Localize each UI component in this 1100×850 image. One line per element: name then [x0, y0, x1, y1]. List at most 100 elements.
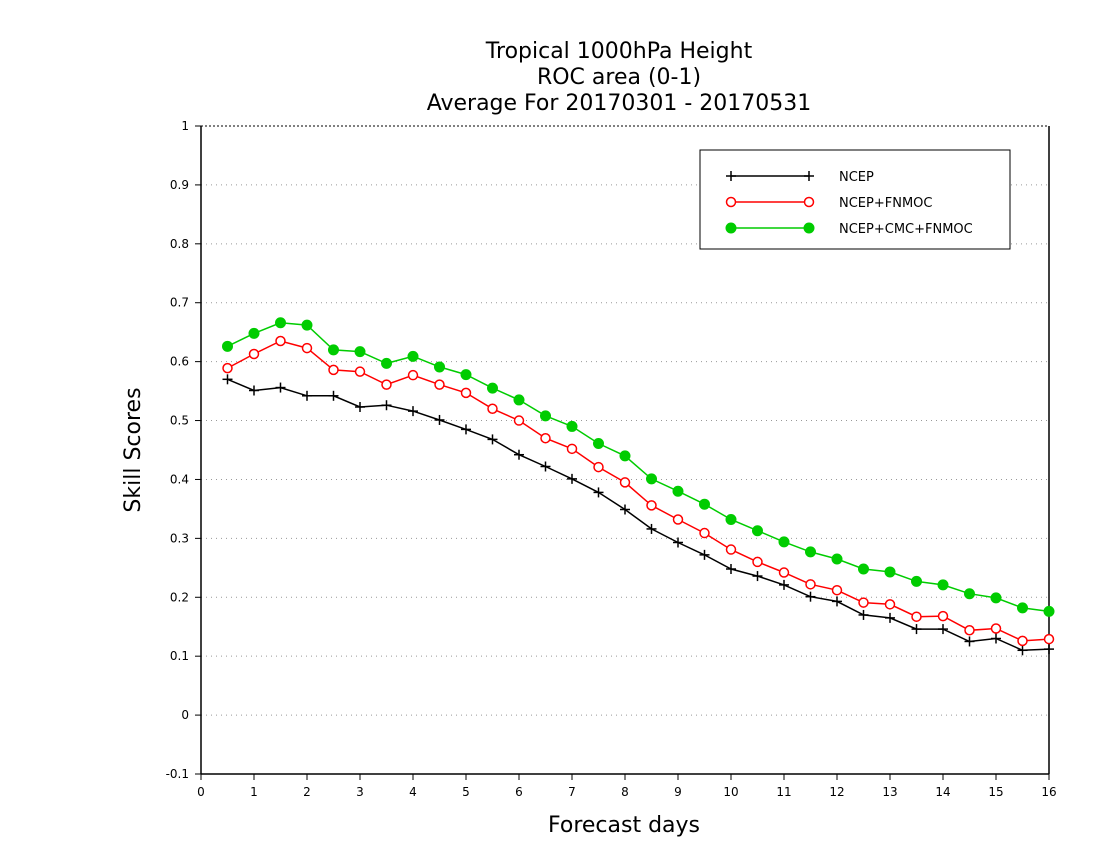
legend-entry-ncep: NCEP — [726, 170, 874, 185]
x-tick-label-14: 14 — [935, 785, 950, 799]
data-point-ncep-cmc-fnmoc-12 — [540, 410, 551, 422]
data-point-ncep-fnmoc-9 — [460, 387, 472, 399]
data-point-ncep-15 — [620, 504, 630, 515]
data-point-ncep-18 — [699, 549, 710, 560]
data-point-ncep-cmc-fnmoc-30 — [1017, 602, 1028, 614]
data-point-ncep-cmc-fnmoc-21 — [778, 536, 790, 548]
data-point-ncep-fnmoc-11 — [513, 415, 525, 426]
series-ncep-fnmoc — [222, 335, 1055, 647]
legend-entry-ncep-cmc-fnmoc: NCEP+CMC+FNMOC — [725, 222, 973, 237]
data-point-ncep-20 — [752, 571, 763, 582]
x-tick-label-13: 13 — [882, 785, 897, 799]
y-tick-label-7: 0.6 — [170, 355, 189, 369]
data-point-ncep-cmc-fnmoc-14 — [593, 438, 604, 450]
title-line-2: ROC area (0-1) — [537, 65, 701, 90]
data-point-ncep-cmc-fnmoc-24 — [858, 563, 869, 575]
data-point-ncep-fnmoc-5 — [354, 366, 366, 377]
legend-marker-end — [803, 196, 815, 208]
data-point-ncep-11 — [514, 449, 524, 460]
data-point-ncep-cmc-fnmoc-5 — [354, 346, 366, 358]
series-line-ncep — [227, 378, 1050, 652]
data-point-ncep-fnmoc-15 — [619, 477, 631, 488]
data-point-ncep-cmc-fnmoc-13 — [566, 420, 578, 432]
y-tick-label-0: -0.1 — [166, 767, 189, 781]
legend-box — [699, 149, 1011, 250]
data-point-ncep-3 — [302, 390, 312, 401]
y-tick-label-6: 0.5 — [170, 414, 189, 428]
data-point-ncep-fnmoc-0 — [222, 362, 233, 374]
data-point-ncep-cmc-fnmoc-26 — [911, 575, 922, 587]
data-point-ncep-cmc-fnmoc-20 — [752, 525, 763, 537]
data-point-ncep-10 — [487, 434, 498, 445]
data-point-ncep-17 — [673, 537, 683, 548]
y-tick-label-4: 0.3 — [170, 531, 189, 545]
data-point-ncep-5 — [355, 401, 365, 412]
data-point-ncep-23 — [832, 596, 842, 607]
data-point-ncep-cmc-fnmoc-28 — [964, 588, 975, 600]
data-point-ncep-fnmoc-22 — [805, 579, 816, 590]
x-tick-label-4: 4 — [409, 785, 417, 799]
legend-entry-ncep-fnmoc: NCEP+FNMOC — [725, 196, 932, 211]
data-point-ncep-fnmoc-3 — [301, 342, 313, 354]
title-line-3: Average For 20170301 - 20170531 — [427, 91, 812, 116]
x-axis-label: Forecast days — [548, 813, 700, 838]
grid-lines — [201, 184, 1049, 716]
series-ncep — [222, 374, 1054, 656]
data-point-ncep-fnmoc-12 — [540, 432, 551, 444]
legend-marker-start — [725, 196, 737, 208]
data-point-ncep-19 — [726, 563, 736, 574]
x-tick-label-7: 7 — [568, 785, 576, 799]
data-point-ncep-21 — [779, 579, 789, 590]
y-tick-label-3: 0.2 — [170, 590, 189, 604]
data-point-ncep-25 — [885, 612, 895, 623]
axes — [195, 125, 1050, 780]
legend-marker-start — [726, 171, 736, 181]
data-point-ncep-28 — [964, 636, 975, 647]
series-ncep-cmc-fnmoc — [222, 317, 1055, 617]
data-point-ncep-cmc-fnmoc-10 — [487, 382, 498, 394]
legend-marker-end — [804, 171, 814, 181]
data-point-ncep-fnmoc-25 — [884, 599, 896, 610]
data-point-ncep-cmc-fnmoc-9 — [460, 369, 472, 381]
x-tick-label-11: 11 — [776, 785, 791, 799]
data-point-ncep-fnmoc-13 — [566, 443, 578, 455]
x-tick-label-16: 16 — [1041, 785, 1056, 799]
data-point-ncep-cmc-fnmoc-8 — [434, 361, 445, 373]
data-point-ncep-cmc-fnmoc-2 — [275, 317, 286, 329]
data-point-ncep-8 — [434, 414, 445, 425]
data-point-ncep-cmc-fnmoc-7 — [407, 350, 419, 362]
x-tick-label-12: 12 — [829, 785, 844, 799]
data-point-ncep-cmc-fnmoc-15 — [619, 450, 631, 462]
data-point-ncep-13 — [567, 473, 577, 484]
legend-label: NCEP — [839, 170, 874, 185]
data-point-ncep-fnmoc-31 — [1043, 633, 1055, 645]
x-tick-label-6: 6 — [515, 785, 523, 799]
data-point-ncep-16 — [646, 523, 657, 534]
x-tick-label-9: 9 — [674, 785, 682, 799]
data-point-ncep-fnmoc-14 — [593, 461, 604, 473]
data-point-ncep-fnmoc-30 — [1017, 635, 1028, 647]
legend-marker-start — [725, 222, 737, 234]
data-point-ncep-12 — [540, 461, 551, 472]
data-point-ncep-fnmoc-8 — [434, 379, 445, 390]
y-tick-label-1: 0 — [181, 708, 189, 722]
x-tick-label-0: 0 — [197, 785, 205, 799]
data-point-ncep-0 — [222, 374, 233, 385]
x-tick-label-1: 1 — [250, 785, 258, 799]
data-point-ncep-fnmoc-4 — [328, 364, 339, 376]
data-point-ncep-30 — [1017, 645, 1028, 656]
data-point-ncep-fnmoc-2 — [275, 335, 286, 347]
data-point-ncep-cmc-fnmoc-22 — [805, 546, 816, 558]
x-tick-label-5: 5 — [462, 785, 470, 799]
data-point-ncep-cmc-fnmoc-1 — [248, 327, 260, 339]
tick-labels: -0.100.10.20.30.40.50.60.70.80.910 1 2 3 4 5 6… — [166, 119, 1057, 799]
data-point-ncep-31 — [1044, 644, 1054, 655]
data-point-ncep-cmc-fnmoc-19 — [725, 514, 737, 526]
data-point-ncep-6 — [381, 400, 392, 411]
data-point-ncep-fnmoc-7 — [407, 369, 419, 381]
x-tick-label-15: 15 — [988, 785, 1003, 799]
data-point-ncep-fnmoc-26 — [911, 611, 922, 622]
data-point-ncep-27 — [938, 624, 948, 635]
data-point-ncep-cmc-fnmoc-17 — [672, 485, 684, 497]
data-point-ncep-fnmoc-27 — [937, 610, 949, 622]
